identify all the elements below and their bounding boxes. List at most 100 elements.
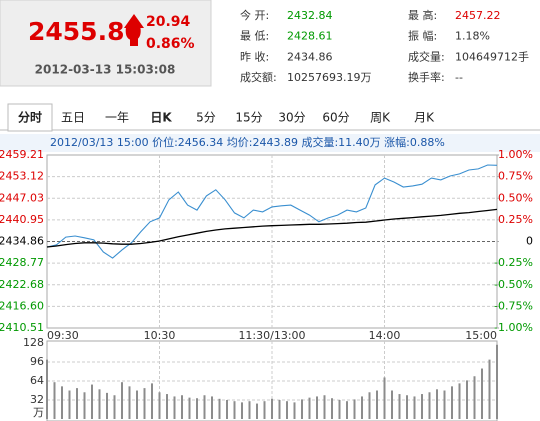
volume-bar: [83, 392, 86, 419]
volume-bar: [211, 396, 213, 419]
y2-tick-label: -0.25%: [494, 256, 533, 269]
volume-bar: [361, 396, 363, 419]
y-tick-label: 2410.51: [0, 321, 44, 334]
y-tick-label: 2453.12: [0, 170, 44, 183]
up-arrow: [124, 14, 144, 46]
tab[interactable]: 一年: [105, 111, 129, 125]
volume-bar: [233, 401, 236, 419]
volume-bar: [368, 392, 371, 419]
stat-value: 2432.84: [287, 9, 333, 22]
volume-bar: [443, 390, 446, 419]
change-pct: 0.86%: [146, 36, 195, 52]
price-line: [46, 164, 498, 259]
volume-bar: [143, 388, 146, 419]
volume-bar: [331, 398, 333, 419]
tabs: 分时 五日 一年 日K 5分 15分 30分 60分 周K 月K: [7, 103, 435, 132]
stat-label: 成交量:: [408, 49, 445, 63]
stat-label: 最 高:: [408, 8, 437, 22]
stat-value: 2457.22: [455, 9, 501, 22]
stat-value: 104649712手: [455, 49, 529, 63]
volume-bar: [481, 368, 483, 419]
volume-bar: [301, 399, 303, 419]
volume-bar: [383, 377, 386, 419]
volume-bar: [158, 392, 161, 419]
stat-value: --: [455, 71, 463, 84]
charts: 2459.21 2453.12 2447.03 2440.95 2434.86 2428.…: [0, 148, 533, 421]
price-line: [46, 208, 498, 248]
y-tick-label: 128: [23, 336, 44, 349]
y2-tick-label: 0: [526, 235, 533, 248]
volume-bar: [406, 395, 408, 419]
volume-bar: [76, 388, 78, 419]
y-tick-label: 2428.77: [0, 256, 44, 269]
tab[interactable]: 分时: [18, 110, 42, 125]
tab[interactable]: 日K: [150, 111, 172, 125]
y-tick-label: 2434.86: [0, 235, 44, 248]
volume-bar: [98, 389, 101, 419]
volume-bar: [353, 399, 356, 419]
y-tick-label: 2416.60: [0, 299, 44, 312]
volume-bar: [308, 397, 311, 419]
stat-value: 1.18%: [455, 30, 490, 43]
stat-label: 成交额:: [240, 70, 277, 84]
quote-box: [0, 0, 212, 87]
x-tick-label: 10:30: [144, 329, 176, 342]
y2-tick-label: 0.25%: [498, 213, 533, 226]
volume-bar: [226, 400, 228, 419]
volume-bar: [61, 386, 63, 419]
tab[interactable]: 五日: [61, 111, 85, 125]
y2-tick-label: 1.00%: [498, 148, 533, 161]
tab[interactable]: 周K: [370, 111, 391, 125]
volume-bar: [181, 395, 183, 419]
stat-value: 2434.86: [287, 50, 333, 63]
volume-bar: [121, 382, 123, 419]
volume-bar: [53, 382, 56, 419]
volume-bar: [398, 394, 401, 419]
volume-bar: [241, 402, 243, 419]
x-tick-label: 15:00: [465, 329, 497, 342]
volume-bar: [293, 402, 296, 419]
tab[interactable]: 60分: [322, 111, 349, 125]
unit-label: 万: [33, 406, 44, 419]
volume-bar: [451, 386, 453, 419]
volume-bar: [113, 395, 116, 419]
y-tick-label: 2459.21: [0, 148, 44, 161]
price: 2455.80: [28, 17, 142, 46]
volume-bar: [323, 395, 326, 419]
y-tick-label: 32: [30, 393, 44, 406]
y-tick-label: 2440.95: [0, 213, 44, 226]
stats: 今 开: 2432.84 最 低: 2428.61 昨 收: 2434.86 成交额: 102…: [240, 8, 529, 84]
volume-bar: [46, 359, 48, 419]
tab[interactable]: 月K: [414, 111, 435, 125]
volume-bar: [263, 401, 266, 419]
x-tick-label: 09:30: [47, 329, 79, 342]
volume-bar: [136, 390, 138, 419]
volume-bar: [428, 392, 431, 419]
volume-bar: [128, 386, 131, 419]
volume-bar: [346, 401, 348, 419]
stat-label: 今 开:: [240, 8, 269, 22]
stat-label: 换手率:: [408, 70, 445, 84]
y-tick-label: 64: [30, 374, 44, 387]
volume-bar: [278, 400, 281, 419]
y-tick-label: 2422.68: [0, 278, 44, 291]
volume-bar: [458, 383, 461, 419]
y2-tick-label: -1.00%: [494, 321, 533, 334]
stat-label: 昨 收:: [240, 49, 269, 63]
volume-bar: [376, 390, 378, 419]
tab[interactable]: 30分: [278, 111, 305, 125]
y2-tick-label: 0.50%: [498, 191, 533, 204]
volume-bar: [436, 389, 438, 419]
y-tick-label: 96: [30, 355, 44, 368]
volume-bar: [466, 380, 468, 419]
tab[interactable]: 5分: [196, 111, 216, 125]
y-tick-label: 2447.03: [0, 191, 44, 204]
volume-bar: [173, 396, 176, 419]
change: 20.94: [146, 14, 191, 30]
volume-bar: [286, 401, 288, 419]
volume-bar: [151, 383, 153, 419]
volume-bar: [203, 395, 206, 419]
stat-label: 振 幅:: [408, 29, 437, 43]
active-tab: [7, 103, 53, 132]
tab[interactable]: 15分: [235, 111, 262, 125]
